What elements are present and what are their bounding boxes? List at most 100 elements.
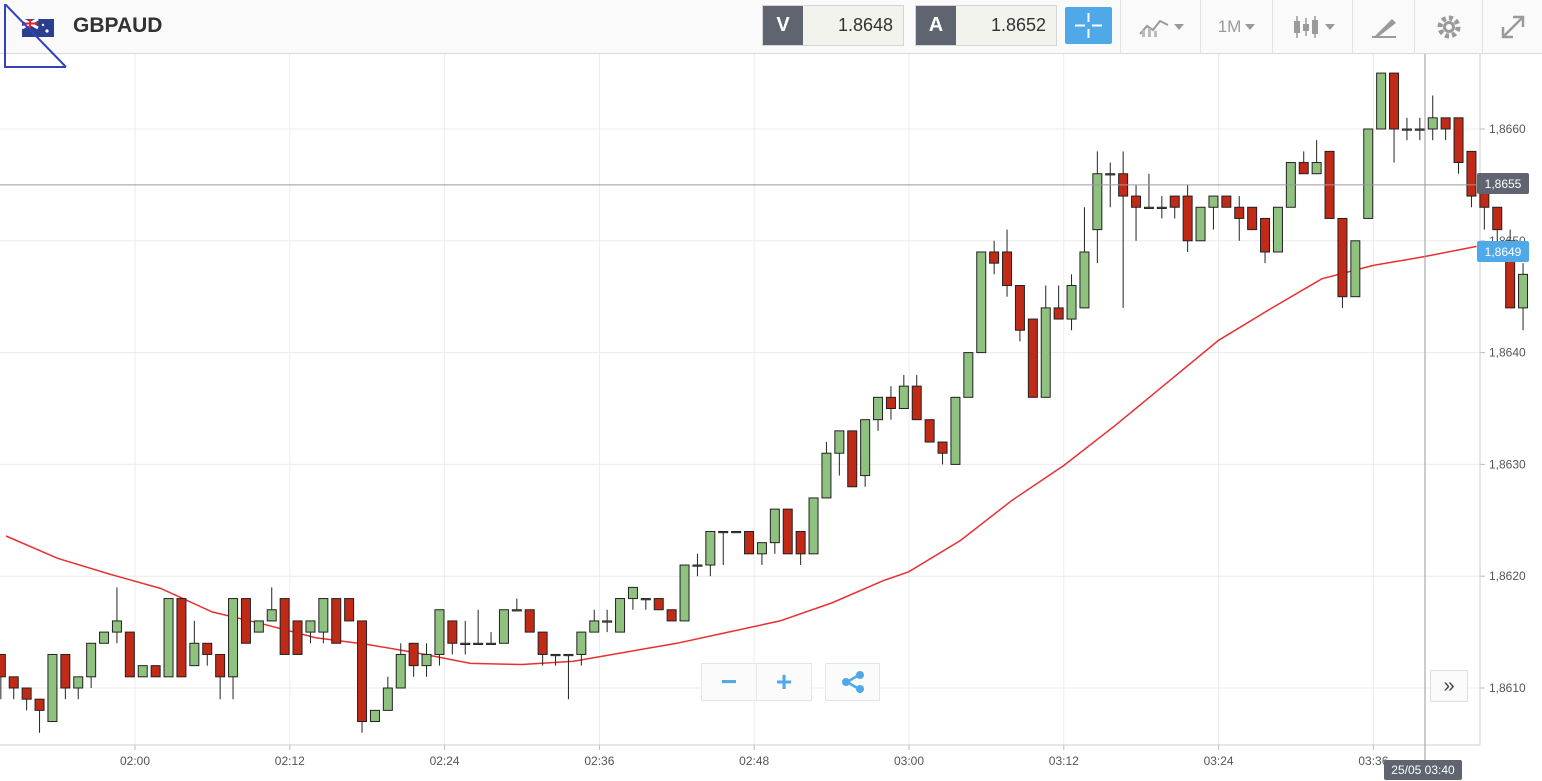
timeframe-button[interactable]: 1M [1200,0,1272,54]
candle [369,709,380,723]
candle-body [1079,251,1090,309]
scroll-right-button[interactable]: » [1430,670,1468,702]
candle [1208,195,1219,230]
candle-body [589,620,600,633]
bid-quote[interactable]: V 1.8648 [762,5,904,46]
candle [1014,285,1025,342]
candle-body [1066,285,1077,320]
candle-body [1195,206,1206,242]
candle [408,642,419,677]
candle [1079,207,1090,309]
candle-body [860,419,871,477]
candle-body [1092,173,1103,231]
candle-body [1105,173,1116,176]
candle-body [653,598,664,611]
candle-body [1298,162,1309,175]
moving-average-path [5,245,1477,666]
candle-type-button[interactable] [1272,0,1352,54]
candle-body [563,653,574,657]
candle [357,620,368,733]
settings-button[interactable] [1414,0,1482,54]
candle [1440,117,1451,141]
candle-body [124,631,135,678]
candle-body [1234,206,1245,219]
candle-body [1002,251,1013,287]
candle-body [47,653,58,723]
candle-body [576,631,587,655]
candle-body [434,609,445,655]
candle-body [1260,217,1271,253]
candle [1414,117,1425,141]
candle-body [344,598,355,622]
candle-body [744,530,755,555]
candle-body [1466,150,1477,197]
zoom-out-button[interactable]: − [701,663,757,701]
candle-body [486,642,497,645]
candle-body [1143,206,1154,209]
share-button[interactable] [825,663,880,701]
moving-average-line [5,245,1477,666]
fullscreen-button[interactable] [1482,0,1542,54]
candle-body [627,586,638,600]
ask-quote[interactable]: A 1.8652 [915,5,1057,46]
candle [486,632,497,645]
candle-body [1040,307,1051,398]
candle [1156,196,1167,219]
indicators-icon [1138,19,1168,37]
candle-body [369,709,380,723]
candle [537,631,548,666]
candle [1247,206,1258,231]
candle [1131,184,1142,241]
indicators-button[interactable] [1120,0,1200,54]
candle-body [1182,195,1193,242]
candle [1169,195,1180,219]
candle [1260,217,1271,264]
candle [911,374,922,421]
crosshair-button[interactable] [1065,7,1112,44]
candle [1350,240,1361,298]
candle-body [782,508,793,555]
candle [898,374,909,410]
candle [550,653,561,666]
candle [1066,274,1077,331]
candle [60,653,71,700]
candle [924,419,935,443]
zoom-in-button[interactable]: + [756,663,812,701]
bid-value: 1.8648 [837,15,893,35]
candle [305,620,316,644]
candle-body [1350,240,1361,298]
candle [1389,72,1400,163]
candle-body [382,687,393,711]
draw-button[interactable] [1352,0,1414,54]
candle-body [847,430,858,488]
candle [163,598,174,678]
candle [782,508,793,555]
candle [279,598,290,655]
candle [460,620,471,655]
bid-label: V [763,6,803,45]
candle-body [666,609,677,622]
candle-body [1156,206,1167,209]
x-tick-label: 03:12 [1049,754,1079,768]
candle-body [395,653,406,689]
candle-body [1453,117,1464,164]
candle-body [950,396,961,465]
chevron-down-icon [1245,24,1256,30]
candle-body [331,598,342,644]
candle [266,587,277,622]
candle [473,609,484,645]
candle [292,620,303,655]
candle-body [1131,195,1142,208]
candle [99,631,110,644]
candle-body [602,620,613,623]
candle [640,598,651,610]
candle [718,530,729,566]
candle-body [911,385,922,421]
draw-icon [1371,19,1396,38]
candle-body [1440,117,1451,130]
candle-body [1376,72,1387,130]
candle-body [408,642,419,667]
candle [34,698,45,733]
candle-body [473,642,484,645]
